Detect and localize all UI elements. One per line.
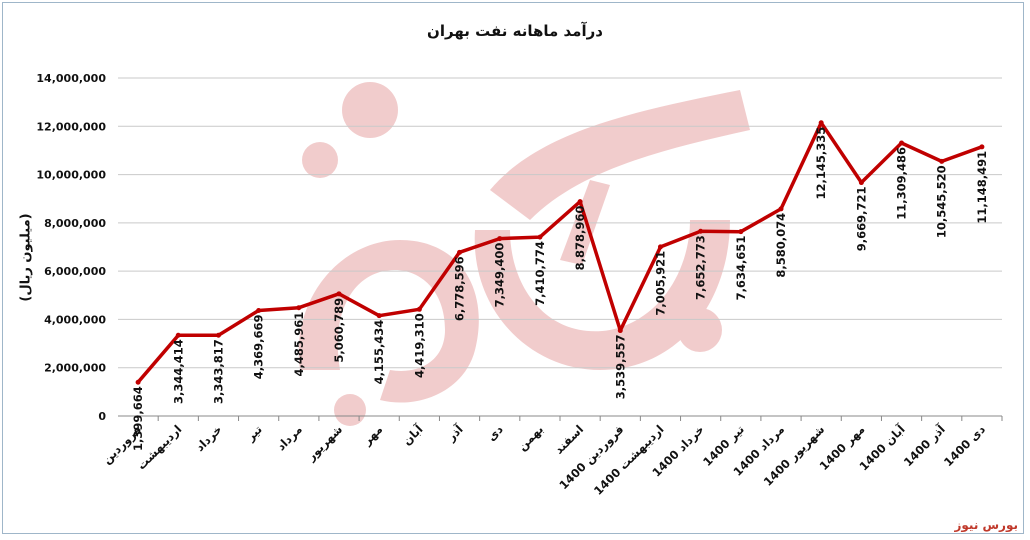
data-label: 4,155,434 [372,320,386,385]
data-point [457,249,463,255]
data-label: 3,539,557 [613,335,627,400]
data-point [698,228,704,234]
data-point [256,308,262,314]
data-point [738,229,744,235]
data-label: 5,060,789 [332,298,346,363]
data-point [657,244,663,250]
x-tick-label: مهر [359,422,385,448]
data-point [939,158,945,164]
data-point [497,236,503,242]
data-point [336,291,342,297]
data-label: 11,148,491 [975,151,989,224]
y-tick-label: 10,000,000 [36,169,106,182]
x-tick-label: دی [484,422,506,444]
y-tick-label: 12,000,000 [36,120,106,133]
data-label: 4,485,961 [292,312,306,377]
data-point [818,120,824,126]
data-point [617,328,623,334]
data-point [899,140,905,146]
y-tick-label: 6,000,000 [44,265,106,278]
data-point [215,332,221,338]
x-tick-label: اسفند [552,422,587,457]
brand-label: بورس نیوز [954,518,1018,532]
data-point [979,144,985,150]
data-point [135,379,141,385]
data-point [376,313,382,319]
data-point [416,306,422,312]
x-tick-label: شهریور [303,422,346,465]
data-point [778,206,784,212]
data-label: 9,669,721 [854,187,868,252]
data-point [577,199,583,205]
series-line [136,121,984,384]
y-tick-label: 8,000,000 [44,217,106,230]
x-tick-label: اردیبهشت 1400 [591,422,667,498]
y-tick-label: 0 [98,410,106,423]
data-label: 8,878,960 [573,206,587,271]
data-label: 7,652,773 [694,235,708,300]
data-point [858,180,864,186]
data-label: 11,309,486 [895,147,909,220]
data-point [175,332,181,338]
data-label: 3,344,414 [171,339,185,404]
x-tick-label: آذر 1400 [901,421,949,469]
data-label: 1,399,664 [131,386,145,451]
data-point [537,234,543,240]
data-label: 10,545,520 [935,165,949,238]
data-label: 12,145,335 [814,127,828,200]
data-label: 4,369,669 [252,315,266,380]
y-tick-label: 14,000,000 [36,72,106,85]
chart-title: درآمد ماهانه نفت بهران [427,22,603,40]
data-label: 7,634,651 [734,236,748,301]
x-tick-label: آذر [443,421,466,444]
data-point [296,305,302,311]
x-tick-label: تیر [243,422,265,444]
data-label: 7,410,774 [533,241,547,306]
y-tick-label: 2,000,000 [44,362,106,375]
x-tick-label: دی 1400 [941,422,988,469]
data-label: 7,005,921 [653,251,667,316]
data-label: 6,778,596 [453,256,467,321]
x-tick-label: مرداد [274,422,305,453]
data-label: 7,349,400 [493,243,507,308]
data-label: 8,580,074 [774,213,788,278]
x-tick-label: خرداد [193,422,225,454]
x-tick-label: آبان [400,421,426,447]
x-tick-label: بهمن [515,422,546,453]
y-tick-label: 4,000,000 [44,313,106,326]
data-label: 4,419,310 [412,313,426,378]
data-label: 3,343,817 [211,339,225,404]
